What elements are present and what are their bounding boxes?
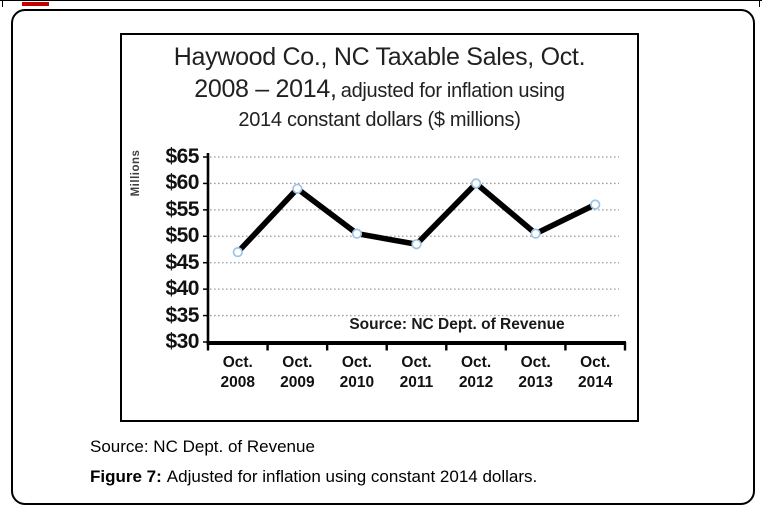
x-tick-year: 2012 <box>458 373 494 391</box>
x-tick-year: 2014 <box>577 373 613 391</box>
chart-title-line1: Haywood Co., NC Taxable Sales, Oct. <box>173 43 586 71</box>
y-tick-label: $30 <box>165 330 199 353</box>
x-tick-month: Oct. <box>580 354 611 371</box>
figure-frame <box>11 9 755 505</box>
x-tick-year: 2009 <box>280 373 315 391</box>
chart-title-line2: 2008 – 2014, adjusted for inflation usin… <box>194 75 565 103</box>
x-tick-month: Oct. <box>282 354 313 371</box>
y-tick-label: $60 <box>165 171 199 195</box>
figure-caption: Source: NC Dept. of Revenue Figure 7: Adj… <box>90 436 537 488</box>
chart-title-line3: 2014 constant dollars ($ millions) <box>238 109 521 131</box>
y-tick-label: $45 <box>165 250 199 274</box>
chart-title: Haywood Co., NC Taxable Sales, Oct. 2008… <box>122 43 637 134</box>
figure-text: Adjusted for inflation using constant 20… <box>166 467 538 486</box>
x-tick-month: Oct. <box>401 354 432 371</box>
y-tick-label: $35 <box>165 303 199 327</box>
x-tick-year: 2008 <box>220 373 256 391</box>
data-point-marker <box>351 228 363 239</box>
x-tick-month: Oct. <box>222 354 253 371</box>
x-tick-label: Oct. 2009 <box>267 353 327 392</box>
x-tick-year: 2010 <box>339 373 375 391</box>
top-edge-nub-left <box>2 0 3 7</box>
x-tick-label: Oct. 2010 <box>327 353 387 392</box>
x-tick-month: Oct. <box>520 354 551 371</box>
caption-figure: Figure 7: Adjusted for inflation using co… <box>90 466 537 488</box>
caption-source: Source: NC Dept. of Revenue <box>90 437 315 456</box>
y-tick-label: $65 <box>165 145 199 168</box>
data-point-marker <box>530 228 541 239</box>
figure-label: Figure 7: <box>90 467 162 486</box>
top-edge-line <box>0 0 762 1</box>
data-point-marker <box>292 183 303 194</box>
red-dash <box>22 2 49 6</box>
data-point-marker <box>470 178 482 189</box>
y-tick-label: $55 <box>165 197 199 221</box>
plot-svg <box>203 153 627 351</box>
y-tick-label: $50 <box>165 224 199 248</box>
x-tick-month: Oct. <box>460 354 492 371</box>
data-point-marker <box>232 246 243 258</box>
x-tick-label: Oct. 2012 <box>446 353 506 392</box>
data-point-marker <box>590 199 601 210</box>
x-tick-label: Oct. 2013 <box>506 353 566 392</box>
x-tick-label: Oct. 2014 <box>565 353 625 392</box>
x-tick-label: Oct. 2011 <box>387 353 447 392</box>
taxable-sales-chart: Haywood Co., NC Taxable Sales, Oct. 2008… <box>120 33 639 422</box>
x-tick-label: Oct. 2008 <box>208 353 268 392</box>
inner-source-note: Source: NC Dept. of Revenue <box>349 316 565 333</box>
top-edge-nub-right <box>759 0 760 7</box>
data-point-marker <box>411 239 422 250</box>
y-tick-label: $40 <box>165 277 199 301</box>
x-tick-year: 2011 <box>399 373 434 391</box>
x-tick-month: Oct. <box>341 354 372 371</box>
x-tick-year: 2013 <box>518 373 553 391</box>
